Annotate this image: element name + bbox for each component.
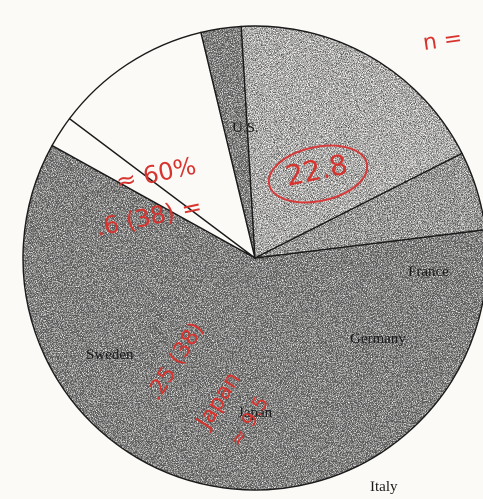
pie-slice-texture-japan — [241, 26, 463, 259]
slice-label-japan: Japan — [238, 405, 273, 421]
pie-labels: U.S. France Germany Italy Japan Sweden — [86, 120, 449, 495]
pie-slices — [22, 25, 483, 491]
pie-slice-outline-japan — [240, 25, 464, 260]
annotation-result-circle — [267, 144, 369, 204]
pie-slice-outline-u-s — [22, 144, 483, 491]
pie-slice-outline-sweden — [254, 152, 483, 259]
slice-label-sweden: Sweden — [86, 347, 134, 363]
slice-label-u-s: U.S. — [232, 120, 259, 136]
annotation-n-equals: n = — [421, 26, 463, 56]
slice-label-italy: Italy — [370, 479, 398, 495]
pie-slice-france — [52, 118, 255, 258]
slice-label-france: France — [408, 264, 449, 280]
pie-slice-texture-u-s — [23, 145, 483, 490]
pie-slice-germany — [69, 32, 256, 258]
pie-slice-outline-germany — [68, 31, 257, 260]
pie-slice-texture-sweden — [255, 153, 483, 258]
slice-label-germany: Germany — [350, 331, 406, 347]
